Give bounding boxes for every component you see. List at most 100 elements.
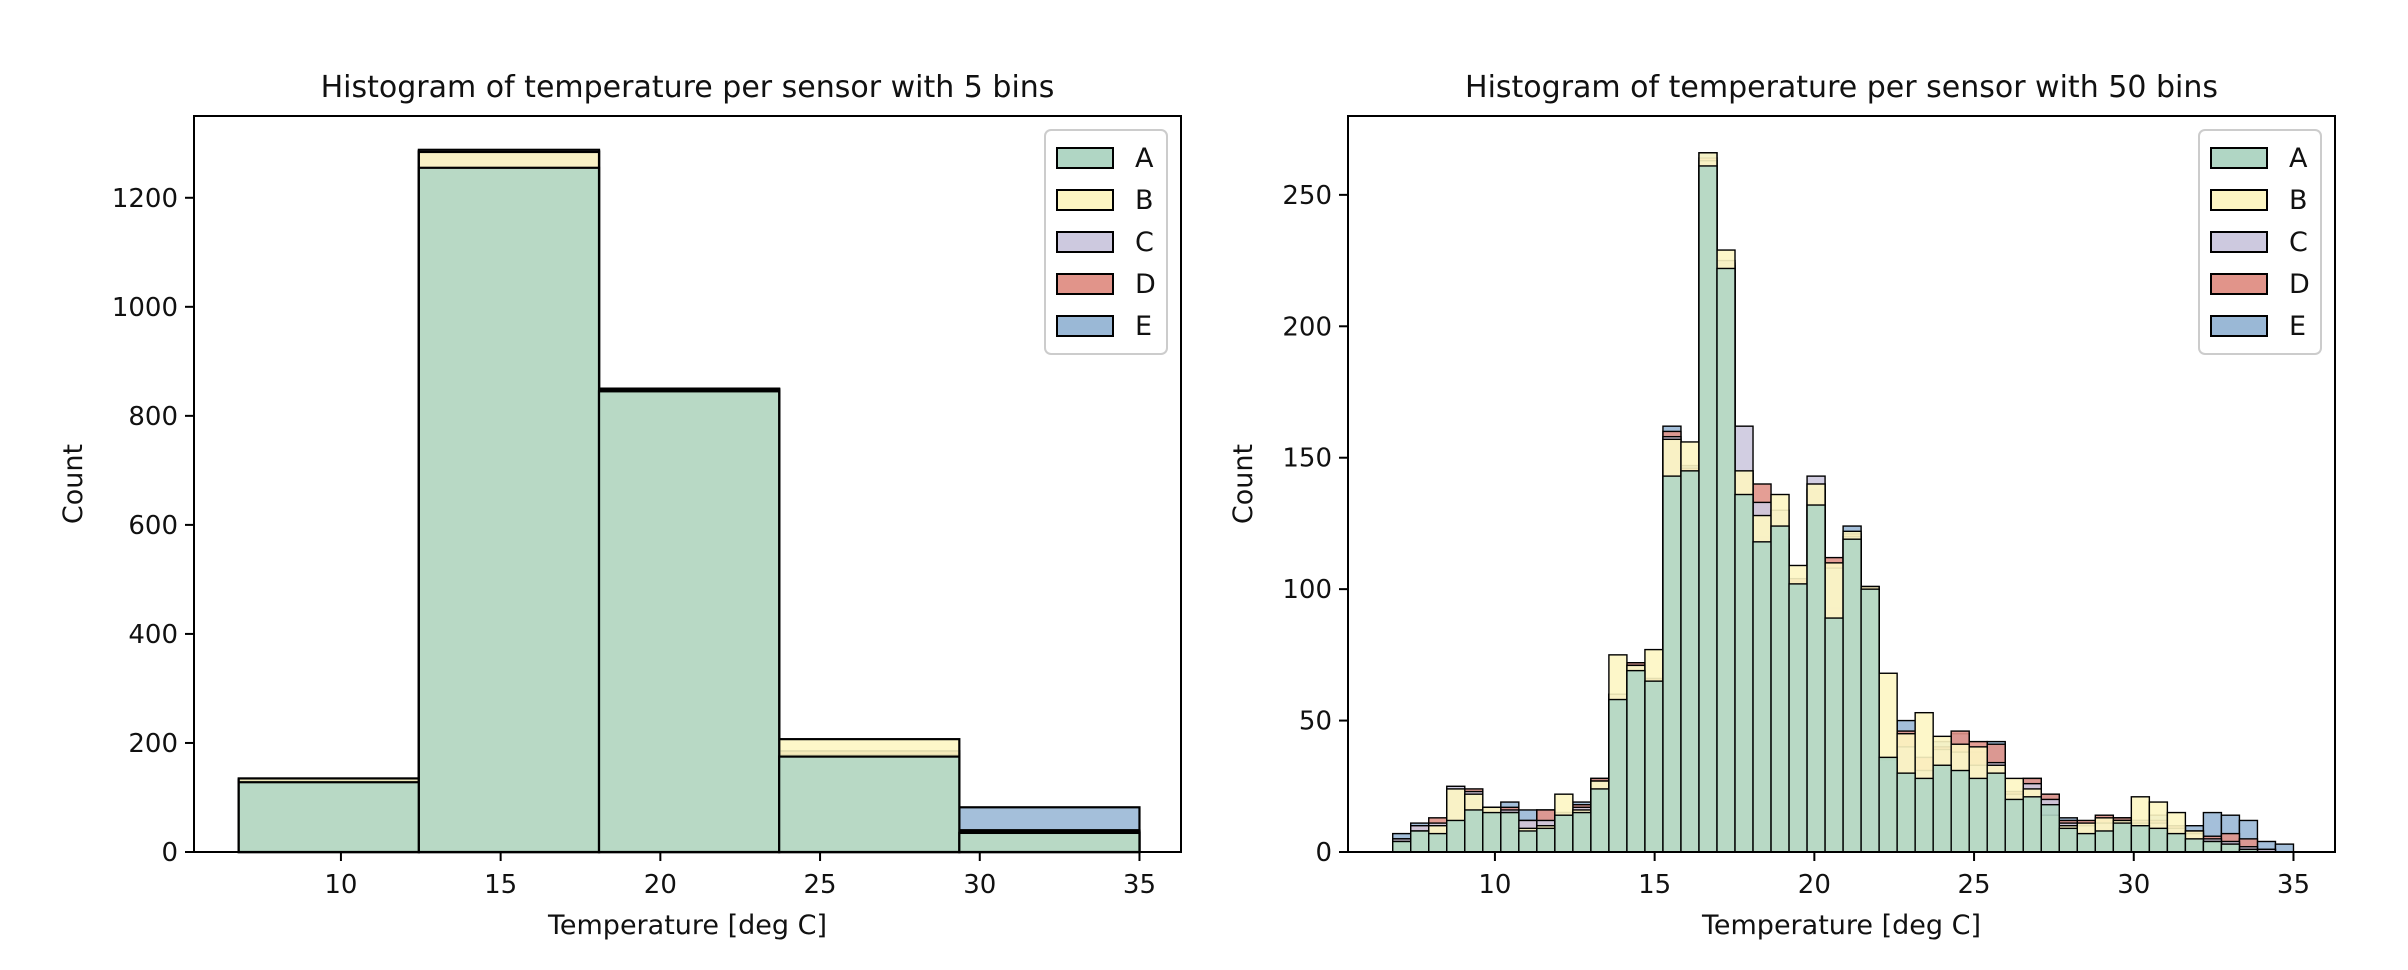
y-tick-label: 400 <box>128 620 178 650</box>
x-axis-label: Temperature [deg C] <box>547 910 827 941</box>
bar-a-bin-23 <box>1806 504 1826 853</box>
bar-a-bin-14 <box>1644 680 1664 853</box>
bar-a-bin-25 <box>1842 538 1862 853</box>
bar-a-bin-18 <box>1716 267 1736 853</box>
chart-title: Histogram of temperature per sensor with… <box>1465 70 2218 105</box>
bars-group <box>237 148 1141 854</box>
x-tick-label: 15 <box>484 870 517 900</box>
x-tick-label: 20 <box>1798 870 1831 900</box>
bar-e-bin-49 <box>2274 843 2295 853</box>
legend-label-a: A <box>1135 143 1154 174</box>
bar-a-bin-9 <box>1554 814 1574 853</box>
histogram-50-bins-panel: 10 15 20 25 30 35 0 50 100 150 200 250 Histogram of … <box>1228 70 2336 941</box>
x-tick-label: 35 <box>2277 870 2310 900</box>
legend-label-e: E <box>2289 311 2306 342</box>
x-tick-label: 30 <box>963 870 996 900</box>
bar-a-bin-2 <box>597 390 781 854</box>
bar-a-bin-38 <box>2076 832 2097 853</box>
legend-swatch-e <box>1056 315 1114 337</box>
bar-a-bin-37 <box>2058 827 2078 853</box>
x-tick-label: 25 <box>1958 870 1991 900</box>
bar-a-bin-15 <box>1662 475 1682 853</box>
bar-a-bin-6 <box>1500 811 1520 853</box>
bar-a-bin-34 <box>2004 798 2024 853</box>
bar-a-bin-40 <box>2112 822 2133 853</box>
x-tick-label: 25 <box>804 870 837 900</box>
legend-label-b: B <box>2289 185 2308 216</box>
bar-a-bin-46 <box>2220 843 2241 853</box>
y-tick-label: 800 <box>128 402 178 432</box>
legend-swatch-b <box>2210 189 2268 211</box>
bar-a-bin-2 <box>1428 832 1448 853</box>
bar-a-bin-43 <box>2166 832 2187 853</box>
legend-label-c: C <box>1135 227 1154 258</box>
legend-label-e: E <box>1135 311 1152 342</box>
legend-label-c: C <box>2289 227 2308 258</box>
bar-a-bin-21 <box>1770 525 1790 853</box>
x-tick-label: 10 <box>324 870 357 900</box>
bar-a-bin-12 <box>1608 698 1628 853</box>
bar-a-bin-35 <box>2022 796 2042 853</box>
axes-frame <box>193 115 1182 853</box>
bar-a-bin-8 <box>1536 827 1556 853</box>
bar-a-bin-3 <box>1446 819 1466 853</box>
bar-a-bin-33 <box>1986 772 2006 853</box>
y-tick-label: 600 <box>128 511 178 541</box>
y-axis-label: Count <box>1228 444 1259 524</box>
y-tick-label: 0 <box>161 838 178 868</box>
chart-title: Histogram of temperature per sensor with… <box>321 70 1055 105</box>
bar-a-bin-36 <box>2040 803 2060 853</box>
bar-a-bin-16 <box>1680 470 1700 853</box>
x-tick-label: 35 <box>1123 870 1156 900</box>
y-tick-label: 1200 <box>112 184 178 214</box>
bar-a-bin-3 <box>778 755 961 854</box>
bar-a-bin-0 <box>237 781 420 854</box>
bar-a-bin-28 <box>1896 772 1916 853</box>
y-axis-label: Count <box>58 444 89 524</box>
y-tick-label: 250 <box>1282 181 1332 211</box>
bar-a-bin-4 <box>1464 809 1484 853</box>
bar-a-bin-4 <box>958 831 1141 854</box>
x-axis-label: Temperature [deg C] <box>1701 910 1981 941</box>
legend-label-b: B <box>1135 185 1154 216</box>
y-tick-label: 150 <box>1282 444 1332 474</box>
y-tick-label: 200 <box>1282 312 1332 342</box>
bar-a-bin-7 <box>1518 830 1538 853</box>
legend-swatch-d <box>1056 273 1114 295</box>
bar-a-bin-42 <box>2148 827 2169 853</box>
legend-swatch-c <box>1056 231 1114 253</box>
x-tick-label: 20 <box>644 870 677 900</box>
legend-swatch-e <box>2210 315 2268 337</box>
bar-a-bin-11 <box>1590 788 1610 853</box>
bar-a-bin-0 <box>1392 840 1412 853</box>
bar-a-bin-1 <box>417 166 601 854</box>
legend-label-a: A <box>2289 143 2308 174</box>
bar-a-bin-24 <box>1824 617 1844 853</box>
bar-a-bin-5 <box>1482 811 1502 853</box>
bar-a-bin-1 <box>1410 830 1430 853</box>
legend-label-d: D <box>1135 269 1156 300</box>
x-tick-label: 10 <box>1478 870 1511 900</box>
bar-a-bin-22 <box>1788 583 1808 853</box>
bar-a-bin-29 <box>1914 777 1934 853</box>
legend-swatch-a <box>1056 147 1114 169</box>
bar-a-bin-20 <box>1752 541 1772 853</box>
bar-a-bin-44 <box>2184 838 2205 853</box>
bar-a-bin-17 <box>1698 165 1718 853</box>
bar-a-bin-19 <box>1734 493 1754 853</box>
bar-a-bin-27 <box>1878 756 1898 853</box>
legend-swatch-c <box>2210 231 2268 253</box>
axes-frame <box>1347 115 2336 853</box>
x-tick-label: 30 <box>2117 870 2150 900</box>
y-tick-label: 1000 <box>112 293 178 323</box>
y-tick-label: 200 <box>128 729 178 759</box>
y-tick-label: 100 <box>1282 575 1332 605</box>
bar-a-bin-32 <box>1968 777 1988 853</box>
bar-a-bin-31 <box>1950 769 1970 853</box>
legend-swatch-a <box>2210 147 2268 169</box>
x-tick-label: 15 <box>1638 870 1671 900</box>
bar-a-bin-10 <box>1572 811 1592 853</box>
bar-a-bin-30 <box>1932 764 1952 853</box>
